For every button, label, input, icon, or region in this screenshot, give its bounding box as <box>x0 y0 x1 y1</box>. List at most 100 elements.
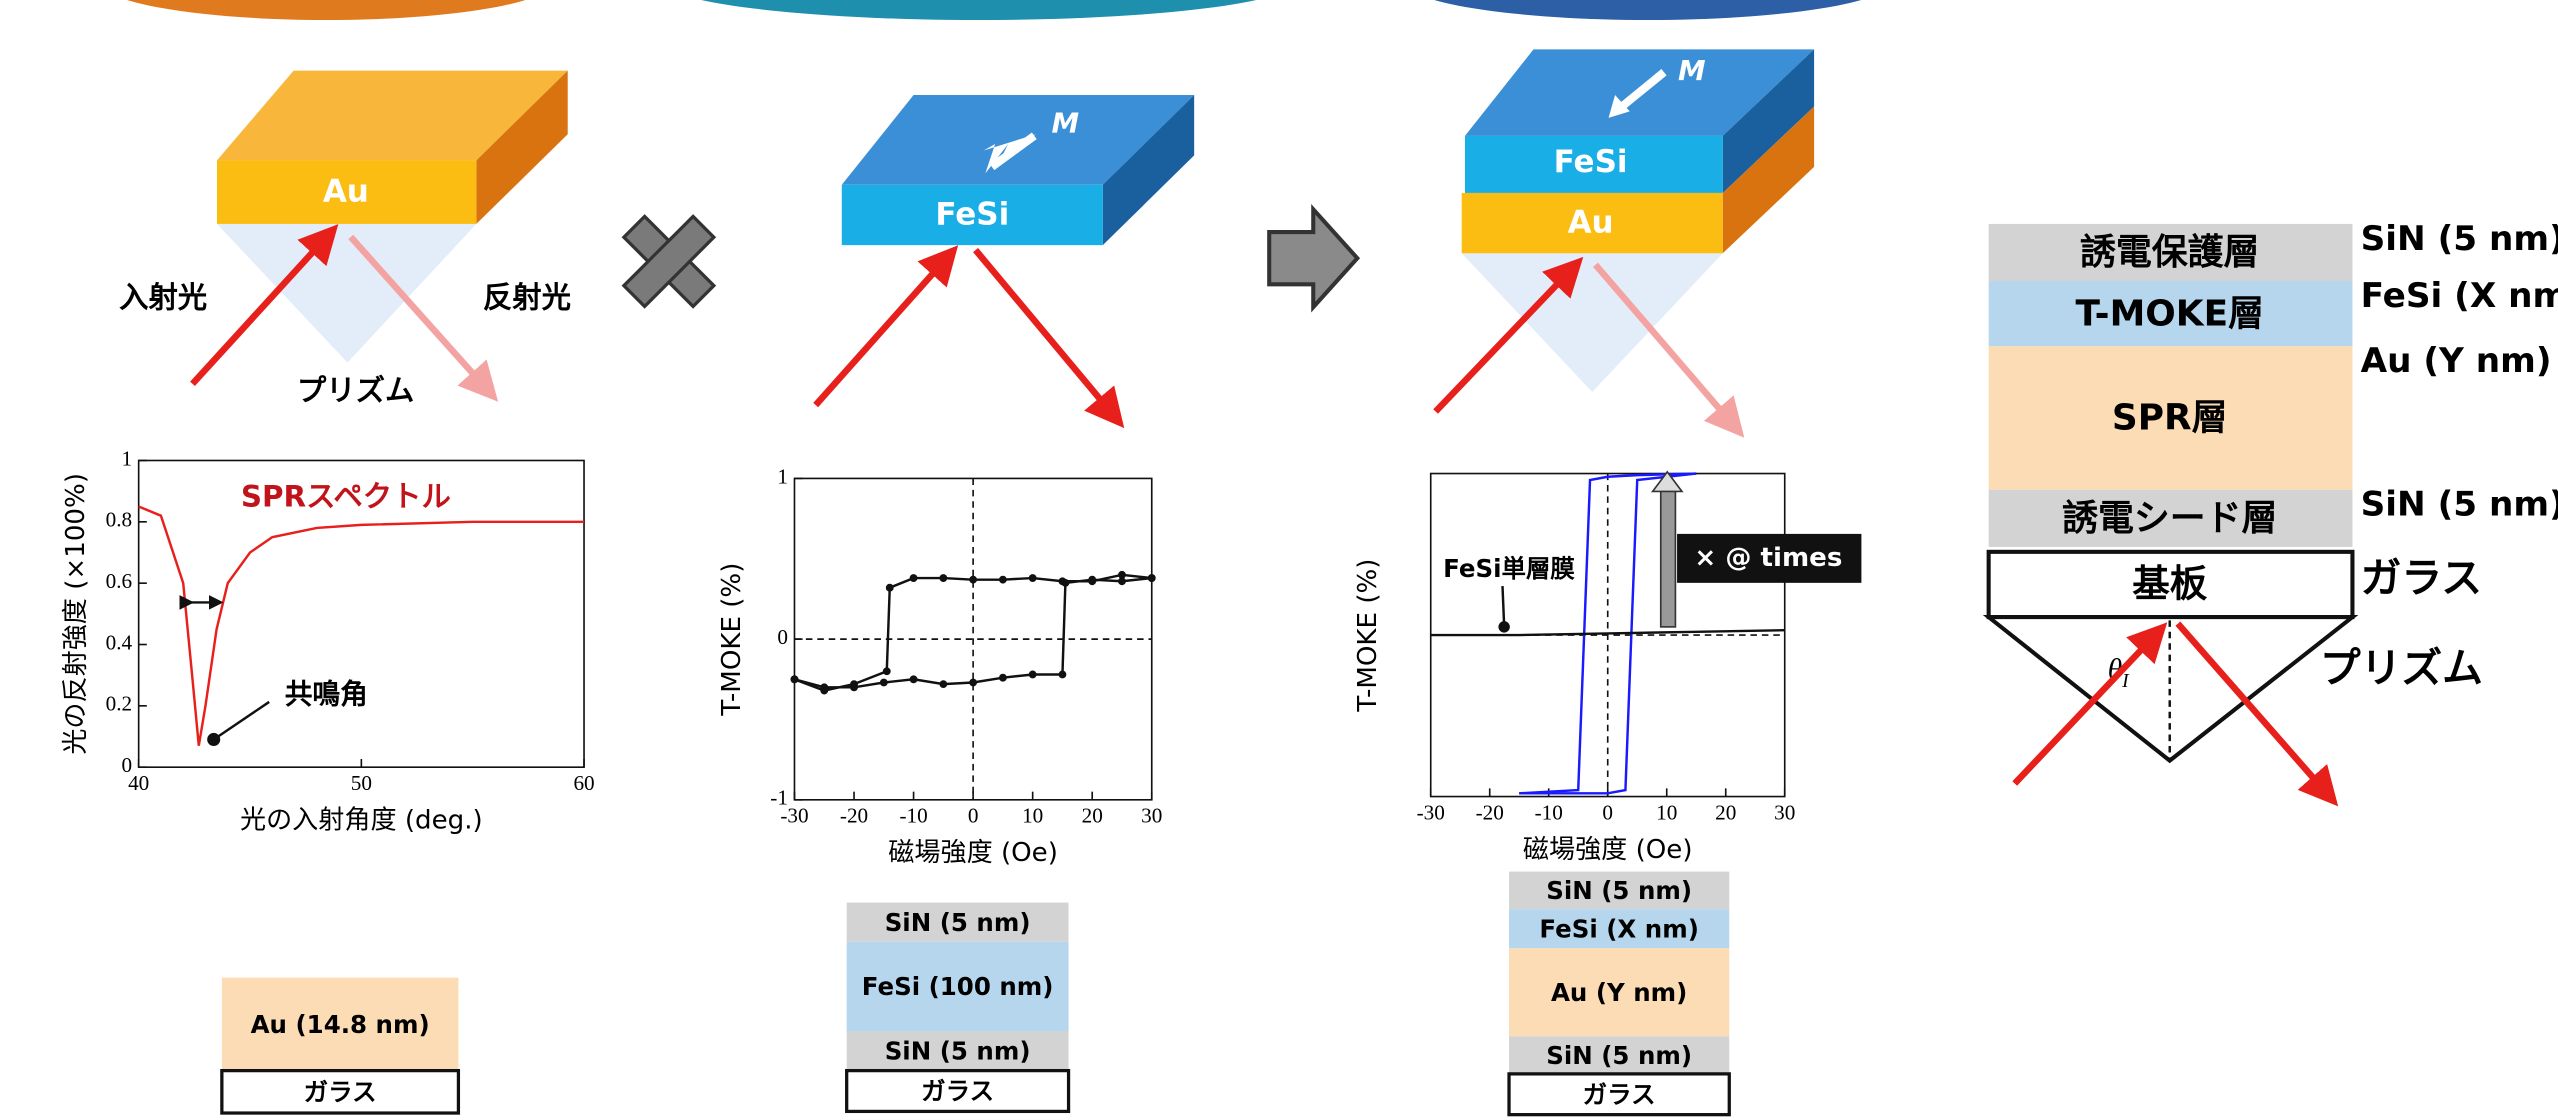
x-tick-label: 20 <box>1715 800 1736 824</box>
x-axis-label: 磁場強度 (Oe) <box>888 838 1058 868</box>
point <box>1088 577 1096 585</box>
y-axis-label: T-MOKE (%) <box>717 563 747 717</box>
y-tick-label: 0.2 <box>106 692 132 716</box>
x-tick-label: 30 <box>1774 800 1795 824</box>
point <box>999 674 1007 682</box>
point <box>886 584 894 592</box>
point <box>1118 571 1126 579</box>
layer-name: 誘電保護層 <box>2080 232 2259 273</box>
y-tick-label: -1 <box>770 786 788 810</box>
annotation: FeSi単層膜 <box>1443 554 1575 583</box>
times-icon <box>600 192 738 330</box>
y-tick-label: 0.6 <box>106 569 132 593</box>
block-label: Au <box>1568 204 1614 240</box>
x-tick-label: -20 <box>840 804 868 828</box>
layer-name: T-MOKE層 <box>2075 293 2263 334</box>
layer-material: Au (Y nm) <box>2361 341 2552 381</box>
y-tick-label: 1 <box>122 446 133 470</box>
x-tick-label: -30 <box>1417 800 1445 824</box>
leader-dot <box>207 733 220 746</box>
point <box>1059 577 1067 585</box>
stack-label: SiN (5 nm) <box>1546 1041 1692 1070</box>
point <box>1148 574 1156 582</box>
m-label: M <box>1051 106 1079 139</box>
point <box>969 679 977 687</box>
stack-label: SiN (5 nm) <box>1546 876 1692 905</box>
annotation: 共鳴角 <box>285 677 368 710</box>
stack-label: FeSi (X nm) <box>1539 914 1699 943</box>
label: 反射光 <box>483 280 571 314</box>
x-tick-label: -10 <box>1535 800 1563 824</box>
substrate-name: 基板 <box>2132 562 2208 606</box>
point <box>969 576 977 584</box>
point <box>850 680 858 688</box>
x-tick-label: 10 <box>1656 800 1677 824</box>
label: プリズム <box>297 373 414 407</box>
point <box>1059 671 1067 679</box>
x-tick-label: 0 <box>1602 800 1613 824</box>
x-tick-label: 10 <box>1022 804 1043 828</box>
leader-dot <box>1498 621 1509 632</box>
x-axis-label: 磁場強度 (Oe) <box>1523 835 1693 865</box>
scale-note: × @ times <box>1694 543 1842 573</box>
x-tick-label: 0 <box>968 804 979 828</box>
y-axis-label: T-MOKE (%) <box>1353 559 1383 713</box>
point <box>880 679 888 687</box>
x-tick-label: -10 <box>899 804 927 828</box>
point <box>883 667 891 675</box>
point <box>1029 574 1037 582</box>
next-arrow <box>1269 209 1357 307</box>
layer-material: SiN (5 nm) <box>2361 485 2558 525</box>
layer-material: FeSi (X nm) <box>2361 276 2558 316</box>
stack-label: Au (Y nm) <box>1551 978 1687 1007</box>
x-tick-label: -20 <box>1476 800 1504 824</box>
stack-label: FeSi (100 nm) <box>862 972 1054 1001</box>
y-axis-label: 光の反射強度 (×100%) <box>61 473 91 755</box>
block-label: Au <box>323 173 369 209</box>
stack-label: SiN (5 nm) <box>885 1037 1031 1066</box>
label: 入射光 <box>119 280 207 314</box>
leader <box>1502 586 1504 625</box>
x-tick-label: 30 <box>1141 804 1162 828</box>
point <box>939 574 947 582</box>
banner <box>1403 0 1892 20</box>
substrate-material: ガラス <box>2361 554 2482 602</box>
stack-label: ガラス <box>1583 1080 1656 1109</box>
banner <box>661 0 1297 20</box>
stack-label: ガラス <box>304 1077 377 1106</box>
scale-arrow <box>1661 487 1676 627</box>
chart-title: SPRスペクトル <box>241 480 451 514</box>
layer-name: 誘電シード層 <box>2062 498 2277 539</box>
label: プリズム <box>2320 644 2483 692</box>
m-label: M <box>1678 54 1706 87</box>
x-tick-label: 20 <box>1082 804 1103 828</box>
point <box>791 675 799 683</box>
layer-structure: 誘電保護層 SiN (5 nm) T-MOKE層 FeSi (X nm) SPR層 Au … <box>1989 219 2558 617</box>
y-tick-label: 0.4 <box>106 630 133 654</box>
point <box>1029 671 1037 679</box>
layer-name: SPR層 <box>2112 398 2228 439</box>
block-label: FeSi <box>1554 144 1628 180</box>
figure: Au 入射光 反射光 プリズム FeSi M FeSi Au M 誘電保護層 Si… <box>0 0 2558 1120</box>
leader <box>214 702 269 740</box>
point <box>999 576 1007 584</box>
layer-material: SiN (5 nm) <box>2361 219 2558 259</box>
y-tick-label: 1 <box>777 464 788 488</box>
point <box>910 574 918 582</box>
y-tick-label: 0.8 <box>106 508 132 532</box>
y-tick-label: 0 <box>122 753 133 777</box>
prism <box>217 224 476 363</box>
block-label: FeSi <box>935 196 1009 232</box>
point <box>939 680 947 688</box>
point <box>910 675 918 683</box>
x-tick-label: 50 <box>351 771 372 795</box>
banner <box>98 0 555 20</box>
x-axis-label: 光の入射角度 (deg.) <box>240 806 483 836</box>
stack-label: ガラス <box>921 1077 994 1106</box>
arrow <box>976 250 1116 418</box>
arrow <box>816 255 950 405</box>
stack-label: Au (14.8 nm) <box>251 1010 430 1039</box>
x-tick-label: 60 <box>573 771 594 795</box>
point <box>820 687 828 695</box>
stack-label: SiN (5 nm) <box>885 908 1031 937</box>
